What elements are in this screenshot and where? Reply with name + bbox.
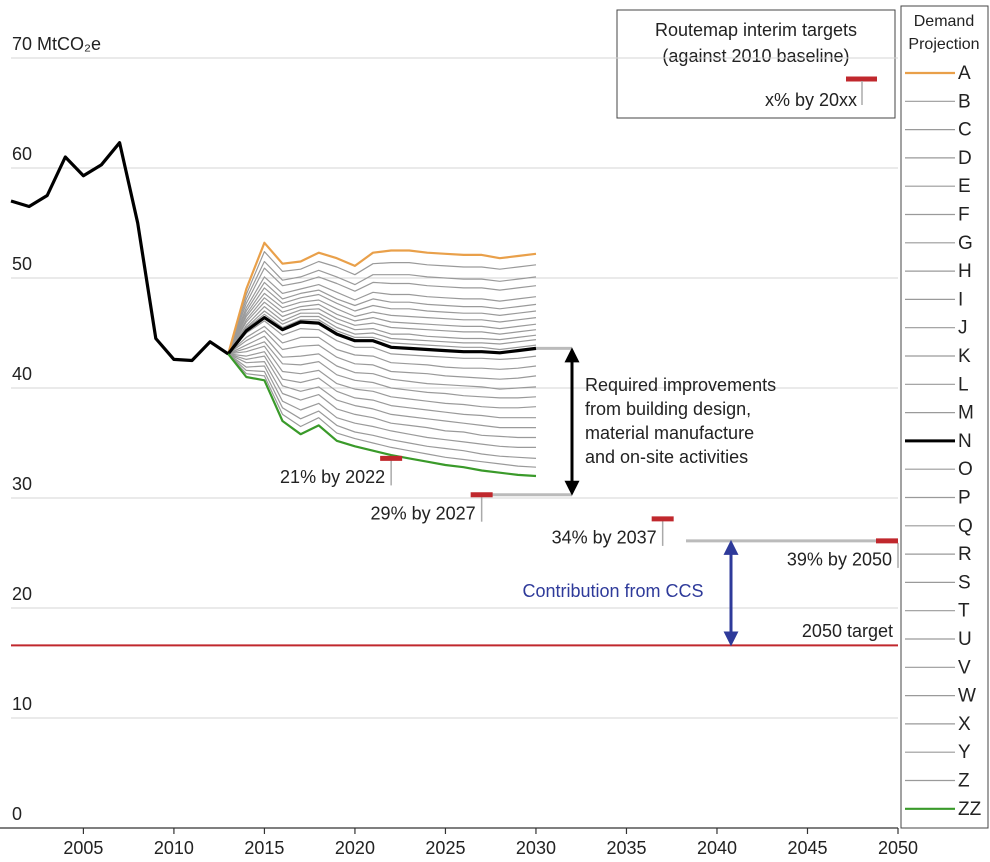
legend-label: K [958, 346, 971, 367]
legend-label: E [958, 176, 971, 197]
x-tick-label: 2035 [606, 838, 646, 858]
y-tick-label: 30 [12, 474, 32, 494]
targets-key-box [616, 9, 896, 119]
legend-label: N [958, 431, 972, 452]
legend-box [900, 5, 989, 829]
legend-title: Projection [908, 36, 979, 53]
x-tick-label: 2025 [425, 838, 465, 858]
legend-label: Y [958, 742, 971, 763]
target-label: 34% by 2037 [552, 528, 657, 548]
legend-label: X [958, 714, 971, 735]
x-tick-label: 2030 [516, 838, 556, 858]
legend-title: Demand [914, 13, 974, 30]
legend-label: I [958, 289, 963, 310]
series-line [227, 267, 537, 355]
series-line [227, 306, 537, 355]
series-line [227, 353, 536, 439]
history-line [10, 141, 230, 363]
targets-key-example: x% by 20xx [765, 90, 857, 110]
legend-label: G [958, 233, 973, 254]
ccs-label: Contribution from CCS [522, 581, 703, 601]
series-line [228, 341, 537, 399]
series-line [227, 330, 537, 380]
series-line [227, 353, 537, 478]
x-tick-label: 2010 [154, 838, 194, 858]
targets-key-title: (against 2010 baseline) [662, 46, 849, 66]
series-line [227, 353, 536, 448]
target-label: 39% by 2050 [787, 550, 892, 570]
series-line [226, 316, 537, 355]
y-tick-label: 70 MtCO₂e [12, 34, 101, 54]
series-line [227, 297, 537, 355]
legend-label: C [958, 120, 972, 141]
series-line [228, 345, 537, 409]
legend-label: Z [958, 771, 970, 792]
x-tick-label: 2015 [244, 838, 284, 858]
legend-label: O [958, 459, 973, 480]
annotation: material manufacture [585, 423, 754, 443]
legend-label: V [958, 657, 971, 678]
annotation: from building design, [585, 399, 751, 419]
y-tick-label: 40 [12, 364, 32, 384]
series-line [227, 292, 537, 355]
target-label: 29% by 2027 [371, 503, 476, 523]
y-tick-label: 60 [12, 144, 32, 164]
y-tick-label: 0 [12, 804, 22, 824]
targets-key-title: Routemap interim targets [655, 20, 857, 40]
legend-label: Q [958, 516, 973, 537]
series-line [227, 260, 537, 355]
series-line [227, 276, 537, 355]
x-tick-label: 2045 [787, 838, 827, 858]
legend-label: P [958, 488, 971, 509]
series-line [227, 281, 537, 355]
target-label: 21% by 2022 [280, 467, 385, 487]
series-line [227, 353, 537, 468]
target-label: 2050 target [802, 621, 893, 641]
y-tick-label: 50 [12, 254, 32, 274]
x-tick-label: 2020 [335, 838, 375, 858]
legend-label: L [958, 374, 969, 395]
legend-label: B [958, 91, 971, 112]
series-line [227, 335, 537, 390]
legend-label: J [958, 318, 968, 339]
x-tick-label: 2050 [878, 838, 918, 858]
series-line [227, 241, 537, 355]
y-tick-label: 20 [12, 584, 32, 604]
legend-label: M [958, 403, 974, 424]
annotation: Required improvements [585, 375, 776, 395]
series-line [228, 353, 536, 429]
series-line [227, 325, 537, 370]
x-tick-label: 2005 [63, 838, 103, 858]
series-line [227, 310, 537, 355]
series-line [227, 251, 537, 355]
legend-label: F [958, 205, 970, 226]
legend-label: S [958, 572, 971, 593]
legend-label: H [958, 261, 972, 282]
series-line [227, 313, 537, 355]
series-line [227, 353, 537, 459]
legend-label: A [958, 63, 971, 84]
legend-label: T [958, 601, 970, 622]
annotation: and on-site activities [585, 447, 748, 467]
legend-label: W [958, 686, 976, 707]
legend-label: U [958, 629, 972, 650]
y-tick-label: 10 [12, 694, 32, 714]
series-line [227, 301, 537, 355]
series-line [228, 351, 536, 419]
series-line [227, 287, 537, 355]
legend-label: ZZ [958, 799, 982, 820]
legend-label: D [958, 148, 972, 169]
x-tick-label: 2040 [697, 838, 737, 858]
legend-label: R [958, 544, 972, 565]
series-line [227, 320, 537, 360]
